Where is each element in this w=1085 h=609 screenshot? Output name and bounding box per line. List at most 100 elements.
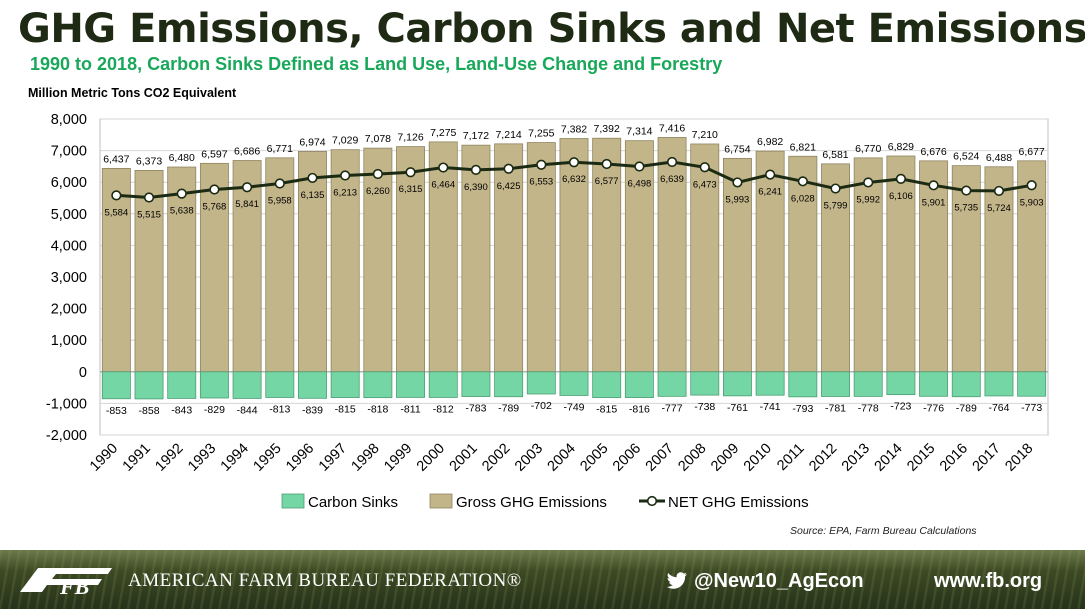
y-axis-unit-label: Million Metric Tons CO2 Equivalent [28,86,237,100]
sink-value-label: -738 [694,401,715,413]
net-point [274,178,285,189]
x-tick-label: 2013 [839,441,873,475]
sink-value-label: -723 [890,401,911,413]
legend-label-gross: Gross GHG Emissions [456,494,607,511]
gross-bar [232,160,262,373]
x-tick-label: 2014 [872,441,906,475]
sink-bar [396,371,426,398]
legend-label-net: NET GHG Emissions [668,494,809,511]
twitter-link[interactable]: @New10_AgEcon [666,570,864,593]
sink-bar [298,371,327,399]
legend-label-sinks: Carbon Sinks [308,494,398,511]
sink-bar [657,371,687,397]
sink-bar [886,371,916,396]
sink-value-label: -858 [139,405,160,417]
net-value-label: 6,241 [758,187,782,198]
gross-value-label: 6,770 [855,143,881,155]
x-tick-label: 1995 [250,441,284,475]
sink-value-label: -812 [433,403,454,415]
net-value-label: 6,028 [791,193,815,204]
sink-bar [984,371,1014,397]
gross-value-label: 6,676 [920,146,946,158]
net-point [372,168,383,180]
sink-bar [494,371,524,398]
net-value-label: 5,724 [987,203,1011,214]
net-point [111,190,122,201]
sink-bar [428,371,458,398]
gross-bar [330,149,360,373]
sink-value-label: -813 [269,403,290,415]
gross-bar [951,165,981,373]
legend-swatch-net-marker [646,495,658,507]
x-tick-label: 1997 [316,441,350,475]
y-tick-label: 0 [79,365,87,381]
x-tick-label: 2018 [1002,441,1036,475]
sink-value-label: -776 [923,402,944,414]
svg-text:FB: FB [59,574,89,598]
x-tick-label: 2009 [708,441,742,475]
sink-bar [101,371,131,400]
net-point [797,176,808,187]
net-value-label: 6,639 [660,174,684,185]
gross-value-label: 7,210 [692,129,718,141]
sink-bar [951,371,981,398]
gross-bar [134,170,164,373]
sink-bar [134,371,164,400]
sink-bar [461,371,491,397]
x-tick-label: 1998 [349,441,383,475]
gross-bar [592,137,622,373]
gross-bar [624,140,654,373]
sink-value-label: -853 [106,405,127,417]
gross-bar [265,157,295,373]
sink-bar [722,371,752,397]
net-point [863,177,874,188]
sink-bar [853,371,883,397]
org-name: AMERICAN FARM BUREAU FEDERATION® [128,570,522,591]
net-point [634,161,645,172]
gross-value-label: 7,126 [397,132,423,144]
y-tick-label: 1,000 [51,333,87,349]
net-point [666,156,678,168]
legend-swatch-sinks [281,493,305,509]
gross-bar [428,141,458,373]
sink-value-label: -793 [792,403,813,415]
gross-bar [461,144,491,373]
net-value-label: 5,735 [954,203,978,214]
net-point [470,164,482,175]
sink-bar [690,371,720,396]
y-tick-label: 2,000 [51,302,87,318]
y-tick-label: -1,000 [46,396,87,412]
sink-bar [199,371,229,399]
net-value-label: 6,553 [529,177,553,188]
x-tick-label: 2017 [970,441,1004,475]
gross-value-label: 7,078 [365,133,391,145]
website-link[interactable]: www.fb.org [934,570,1043,592]
net-value-label: 6,315 [399,184,423,195]
gross-bar [559,138,589,373]
x-tick-label: 1992 [152,441,186,475]
legend: Carbon Sinks Gross GHG Emissions NET GHG E… [281,493,809,511]
net-value-label: 6,425 [497,181,521,192]
x-tick-label: 2008 [675,441,709,475]
sink-value-label: -777 [662,402,683,414]
net-value-label: 5,768 [203,202,227,213]
sink-bar [265,371,295,398]
gross-bar [101,167,131,373]
gross-bar [919,160,949,373]
gross-value-label: 6,771 [267,143,293,155]
gross-bar [1017,160,1047,373]
sink-bar [788,371,818,398]
x-tick-label: 1996 [283,441,317,475]
net-value-label: 5,958 [268,196,292,207]
sink-value-label: -749 [563,401,584,413]
net-point [209,184,220,195]
x-tick-label: 2006 [610,441,644,475]
data-labels: 6,437 -853 5,584 6,373 -858 5,515 6,480 -843 5,6… [103,122,1045,416]
net-value-label: 6,135 [301,190,325,201]
gross-value-label: 7,255 [528,128,554,140]
gross-value-label: 6,677 [1019,146,1045,158]
gross-value-label: 6,524 [953,151,979,163]
net-value-label: 6,106 [889,191,913,202]
x-tick-label: 1999 [381,441,415,475]
net-point [732,177,743,188]
